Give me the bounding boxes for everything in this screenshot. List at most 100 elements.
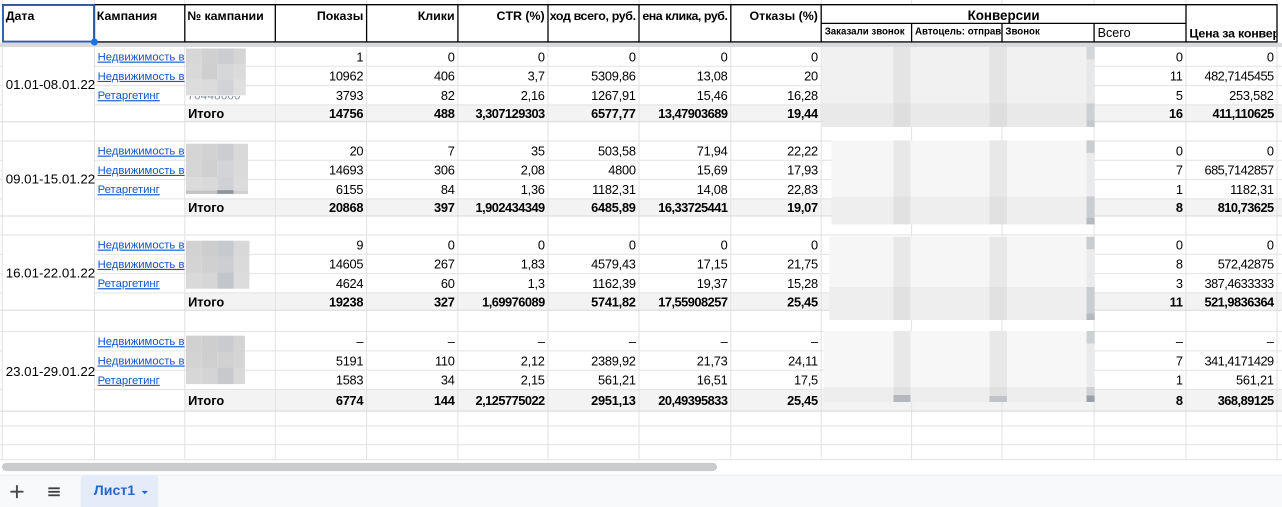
svg-text:8: 8 — [1176, 257, 1183, 272]
svg-text:0: 0 — [1176, 237, 1183, 252]
svg-text:Конверсии: Конверсии — [968, 8, 1040, 23]
svg-text:Ретаргетинг: Ретаргетинг — [98, 278, 160, 290]
svg-text:0: 0 — [721, 237, 728, 252]
svg-text:Недвижимость в: Недвижимость в — [98, 336, 185, 348]
svg-text:60: 60 — [441, 276, 455, 291]
svg-text:0: 0 — [538, 49, 545, 64]
svg-text:23.01-29.01.22: 23.01-29.01.22 — [6, 364, 95, 379]
svg-text:–: – — [811, 334, 819, 349]
svg-text:406: 406 — [434, 69, 455, 84]
svg-text:№ кампании: № кампании — [187, 9, 264, 23]
svg-text:Клики: Клики — [418, 9, 455, 23]
svg-text:14756: 14756 — [329, 106, 363, 121]
svg-text:1: 1 — [1176, 182, 1183, 197]
svg-text:19238: 19238 — [329, 294, 363, 309]
svg-text:Заказали звонок: Заказали звонок — [825, 26, 905, 37]
svg-text:488: 488 — [434, 106, 455, 121]
svg-text:0: 0 — [1176, 49, 1183, 64]
svg-text:253,582: 253,582 — [1229, 88, 1274, 103]
svg-text:19,37: 19,37 — [697, 276, 728, 291]
svg-text:482,7145455: 482,7145455 — [1204, 69, 1274, 84]
svg-text:70448600: 70448600 — [188, 89, 241, 102]
svg-text:16.01-22.01.22: 16.01-22.01.22 — [6, 265, 95, 280]
svg-text:306: 306 — [434, 163, 455, 178]
svg-text:19,07: 19,07 — [787, 200, 818, 215]
svg-text:Всего: Всего — [1098, 26, 1131, 40]
svg-text:ена клика, руб.: ена клика, руб. — [642, 9, 727, 23]
svg-text:Ретаргетинг: Ретаргетинг — [98, 184, 160, 196]
svg-text:Итого: Итого — [188, 393, 224, 408]
svg-text:–: – — [448, 334, 456, 349]
svg-text:13,08: 13,08 — [697, 69, 728, 84]
svg-text:2951,13: 2951,13 — [591, 393, 636, 408]
svg-text:–: – — [356, 334, 364, 349]
svg-text:17,55908257: 17,55908257 — [658, 294, 728, 309]
svg-text:Ретаргетинг: Ретаргетинг — [98, 375, 160, 387]
svg-text:503,58: 503,58 — [598, 143, 636, 158]
svg-text:21,75: 21,75 — [787, 257, 818, 272]
svg-text:1182,31: 1182,31 — [1230, 182, 1274, 197]
svg-text:11: 11 — [1170, 294, 1183, 309]
svg-text:2,15: 2,15 — [521, 373, 545, 388]
svg-text:17,15: 17,15 — [697, 257, 728, 272]
svg-text:387,4633333: 387,4633333 — [1204, 276, 1274, 291]
svg-text:Итого: Итого — [188, 200, 224, 215]
svg-text:16,33725441: 16,33725441 — [658, 200, 728, 215]
svg-text:0: 0 — [1176, 143, 1183, 158]
svg-text:Автоцель: отправл: Автоцель: отправл — [915, 26, 1007, 37]
svg-text:9: 9 — [356, 237, 363, 252]
svg-text:Отказы (%): Отказы (%) — [749, 9, 817, 23]
svg-text:1162,39: 1162,39 — [592, 276, 636, 291]
svg-text:ход всего, руб.: ход всего, руб. — [550, 9, 636, 23]
svg-text:–: – — [629, 334, 637, 349]
svg-text:8: 8 — [1176, 393, 1183, 408]
svg-text:5309,86: 5309,86 — [591, 69, 636, 84]
svg-text:21,73: 21,73 — [697, 353, 728, 368]
svg-text:368,89125: 368,89125 — [1218, 393, 1274, 408]
svg-text:17,93: 17,93 — [787, 163, 818, 178]
svg-text:4800: 4800 — [608, 163, 636, 178]
svg-text:0: 0 — [811, 237, 818, 252]
svg-text:13,47903689: 13,47903689 — [658, 106, 728, 121]
svg-text:35: 35 — [531, 143, 545, 158]
svg-text:Недвижимость в: Недвижимость в — [98, 165, 185, 177]
svg-text:3,307129303: 3,307129303 — [475, 106, 545, 121]
svg-text:Звонок: Звонок — [1005, 26, 1040, 37]
svg-text:0: 0 — [538, 237, 545, 252]
svg-text:–: – — [538, 334, 546, 349]
svg-text:1,3: 1,3 — [528, 276, 545, 291]
svg-text:327: 327 — [434, 294, 455, 309]
svg-text:521,9836364: 521,9836364 — [1204, 294, 1275, 309]
svg-text:Недвижимость в: Недвижимость в — [98, 240, 185, 252]
svg-text:3793: 3793 — [336, 88, 364, 103]
svg-text:0: 0 — [811, 49, 818, 64]
svg-text:0: 0 — [448, 237, 455, 252]
svg-text:Кампания: Кампания — [97, 9, 157, 23]
svg-text:6774: 6774 — [336, 393, 365, 408]
svg-text:Ретаргетинг: Ретаргетинг — [98, 90, 160, 102]
svg-text:25,45: 25,45 — [787, 393, 818, 408]
svg-text:16,28: 16,28 — [787, 88, 818, 103]
svg-text:16: 16 — [1169, 106, 1183, 121]
svg-text:Недвижимость в: Недвижимость в — [98, 259, 185, 271]
svg-text:6155: 6155 — [336, 182, 364, 197]
svg-text:1,83: 1,83 — [521, 257, 545, 272]
svg-text:0: 0 — [721, 49, 728, 64]
svg-text:7: 7 — [1176, 353, 1183, 368]
svg-text:14,08: 14,08 — [697, 182, 728, 197]
svg-text:0: 0 — [1267, 49, 1274, 64]
svg-text:1267,91: 1267,91 — [591, 88, 636, 103]
svg-text:1: 1 — [1176, 373, 1183, 388]
svg-text:7: 7 — [1176, 163, 1183, 178]
svg-text:144: 144 — [434, 393, 456, 408]
svg-text:Цена за конверс: Цена за конверс — [1189, 27, 1282, 41]
svg-text:14693: 14693 — [329, 163, 363, 178]
svg-text:267: 267 — [434, 257, 455, 272]
svg-text:24,11: 24,11 — [788, 353, 818, 368]
svg-text:11: 11 — [1170, 69, 1183, 84]
svg-text:0: 0 — [448, 49, 455, 64]
svg-text:1182,31: 1182,31 — [592, 182, 636, 197]
svg-text:5741,82: 5741,82 — [591, 294, 636, 309]
svg-text:20,49395833: 20,49395833 — [658, 393, 728, 408]
svg-text:6577,77: 6577,77 — [591, 106, 636, 121]
